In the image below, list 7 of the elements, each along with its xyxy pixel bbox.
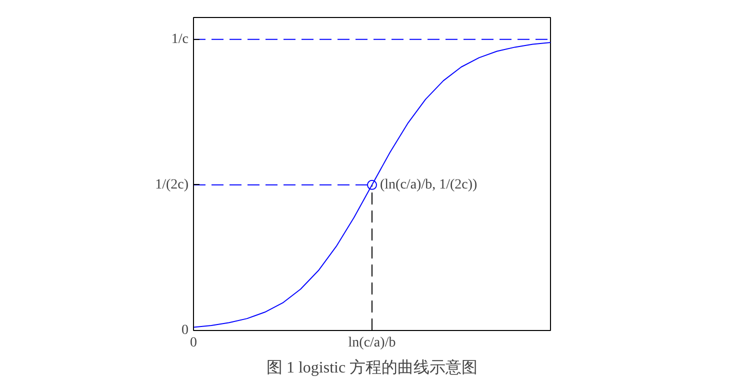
- y-tick-label: 0: [182, 323, 188, 338]
- x-tick-label: ln(c/a)/b: [348, 336, 396, 350]
- line-series: [194, 42, 550, 328]
- y-tick-label: 1/(2c): [155, 177, 189, 192]
- y-tick-label: 1/c: [171, 32, 189, 47]
- caption: 图 1 logistic 方程的曲线示意图: [266, 358, 478, 376]
- annotation: (ln(c/a)/b, 1/(2c)): [380, 177, 478, 192]
